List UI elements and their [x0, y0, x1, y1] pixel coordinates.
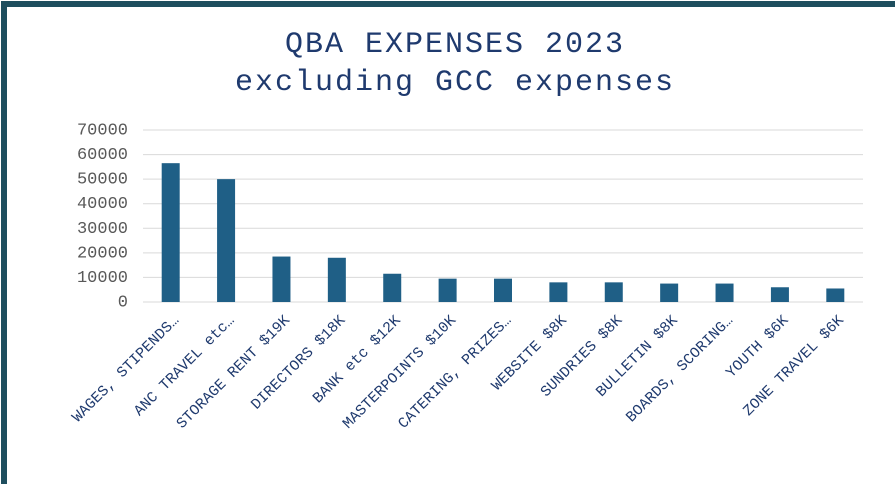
chart-subtitle: excluding GCC expenses [235, 66, 675, 100]
bar [660, 283, 679, 302]
bar [383, 273, 402, 302]
x-tick-label: WAGES, STIPENDS… [69, 312, 183, 426]
y-tick-label: 40000 [77, 195, 128, 214]
chart-title: QBA EXPENSES 2023 [285, 28, 625, 62]
bar [494, 278, 512, 302]
x-tick-label: ANC TRAVEL etc… [131, 312, 239, 420]
y-tick-label: 0 [118, 293, 128, 312]
x-tick-label: ZONE TRAVEL $6K [740, 312, 848, 420]
bar [715, 283, 734, 302]
y-tick-label: 10000 [77, 269, 128, 288]
bar [217, 179, 236, 302]
bar [438, 278, 457, 302]
y-tick-label: 70000 [77, 121, 128, 140]
bar [604, 282, 623, 302]
y-tick-label: 30000 [77, 220, 128, 239]
bar [161, 163, 180, 302]
bar [770, 287, 789, 302]
bar [826, 288, 845, 302]
bar [549, 282, 568, 302]
y-tick-label: 20000 [77, 244, 128, 263]
bar [272, 256, 291, 302]
y-tick-label: 60000 [77, 146, 128, 165]
x-tick-label: BOARDS, SCORING… [623, 312, 737, 426]
bar [327, 257, 346, 302]
y-tick-label: 50000 [77, 171, 128, 190]
x-tick-label: DIRECTORS $18K [248, 312, 349, 413]
